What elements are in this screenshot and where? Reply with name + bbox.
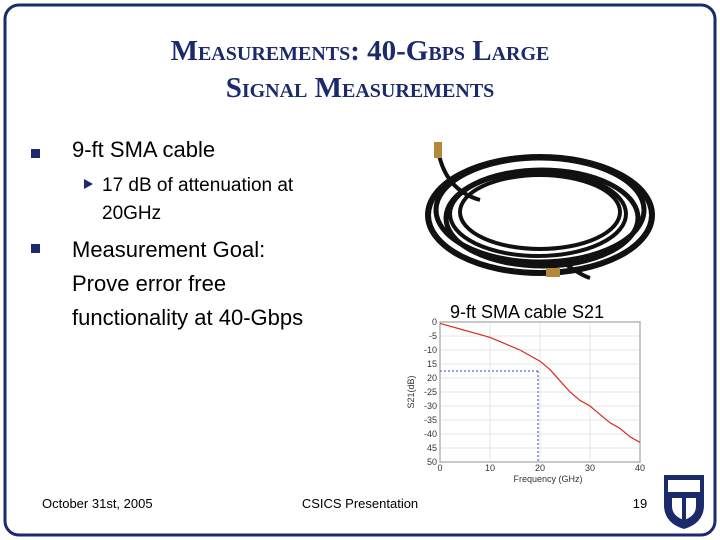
cable-photo: [425, 142, 655, 280]
x-tick-label: 30: [585, 463, 595, 473]
sub-bullet-text: 20GHz: [102, 203, 161, 224]
sub-bullet-text: 17 dB of attenuation at: [102, 175, 294, 196]
footer-presentation: CSICS Presentation: [302, 496, 418, 511]
bullet-text: Prove error free: [72, 271, 226, 296]
x-tick-label: 20: [535, 463, 545, 473]
x-tick-label: 0: [437, 463, 442, 473]
x-tick-label: 40: [635, 463, 645, 473]
sub-bullet: [84, 179, 93, 189]
crest-logo: [664, 475, 704, 529]
data-line: [439, 322, 641, 443]
y-tick-label: 0: [432, 317, 437, 327]
chart-title: 9-ft SMA cable S21: [450, 302, 604, 322]
footer-date: October 31st, 2005: [42, 496, 153, 511]
bullet-text: functionality at 40-Gbps: [72, 305, 303, 330]
s21-chart: 9-ft SMA cable S21 Frequency (GHz) S21(d…: [406, 302, 645, 484]
slide-title-line: Measurements: 40-Gbps Large: [171, 35, 550, 67]
y-tick-label: 15: [427, 359, 437, 369]
y-tick-label: -10: [424, 345, 437, 355]
bullet-text: 9-ft SMA cable: [72, 137, 215, 162]
y-tick-label: -5: [429, 331, 437, 341]
slide-title-line: Signal Measurements: [226, 72, 495, 104]
y-tick-label: 50: [427, 457, 437, 467]
x-tick-label: 10: [485, 463, 495, 473]
y-tick-label: -40: [424, 429, 437, 439]
bullet-text: Measurement Goal:: [72, 237, 265, 262]
y-tick-label: -25: [424, 387, 437, 397]
bullet: [31, 149, 40, 158]
y-tick-label: 45: [427, 443, 437, 453]
y-axis-label: S21(dB): [406, 375, 416, 408]
page-number: 19: [633, 496, 647, 511]
bullet: [31, 244, 40, 253]
y-tick-label: -30: [424, 401, 437, 411]
y-tick-label: 20: [427, 373, 437, 383]
y-tick-label: -35: [424, 415, 437, 425]
x-axis-label: Frequency (GHz): [513, 474, 582, 484]
